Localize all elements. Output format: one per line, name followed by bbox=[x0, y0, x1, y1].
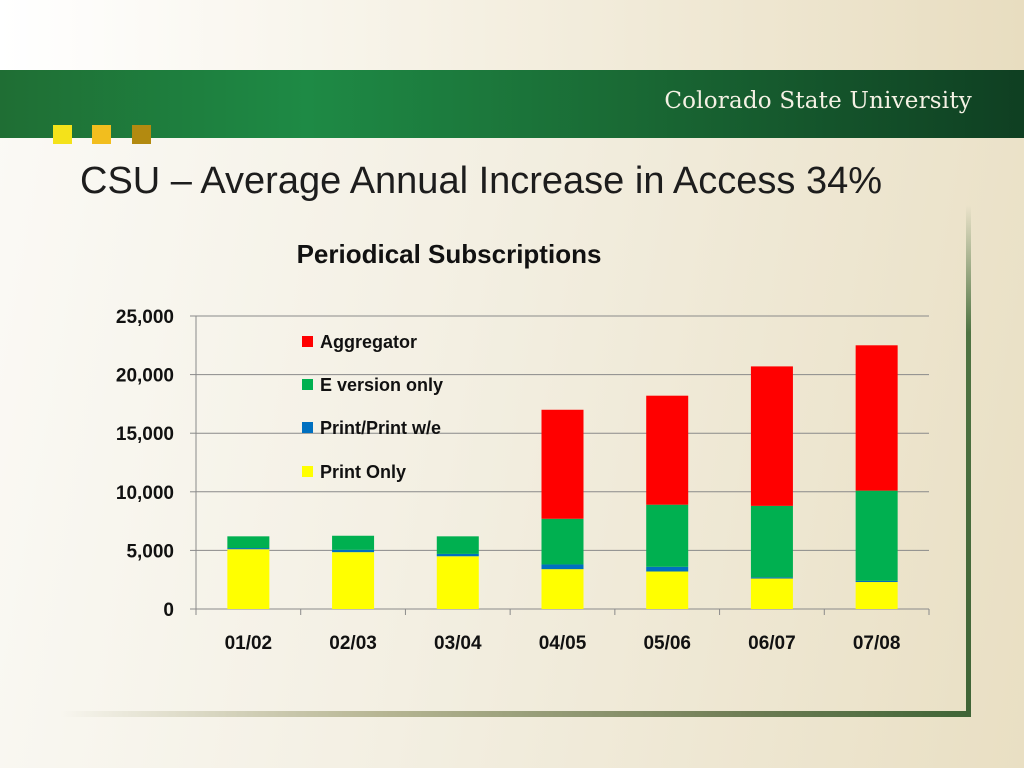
frame-bottom-line bbox=[60, 711, 971, 717]
bar-segment-e-version-only bbox=[227, 536, 270, 549]
university-logo: Colorado State University bbox=[664, 88, 972, 114]
bar-segment-print-only bbox=[855, 582, 898, 609]
x-tick-label: 07/08 bbox=[853, 633, 901, 654]
x-tick-label: 01/02 bbox=[225, 633, 273, 654]
bar-segment-e-version-only bbox=[541, 518, 584, 565]
bar-segment-print-only bbox=[541, 569, 584, 609]
y-tick-label: 25,000 bbox=[116, 307, 174, 328]
decor-square-1 bbox=[53, 125, 72, 144]
bar-segment-print-print-w-e bbox=[436, 553, 479, 557]
bar-segment-print-print-w-e bbox=[227, 548, 270, 550]
bar-segment-e-version-only bbox=[855, 490, 898, 581]
legend-swatch-print-print-w-e bbox=[302, 422, 313, 433]
y-tick-label: 0 bbox=[163, 600, 174, 621]
bar-segment-print-only bbox=[750, 578, 793, 609]
legend-swatch-aggregator bbox=[302, 336, 313, 347]
bar-segment-e-version-only bbox=[436, 536, 479, 554]
bar-segment-aggregator bbox=[646, 395, 689, 505]
chart-title: Periodical Subscriptions bbox=[297, 239, 602, 269]
legend-swatch-print-only bbox=[302, 466, 313, 477]
top-band bbox=[0, 0, 1024, 70]
x-tick-label: 02/03 bbox=[329, 633, 377, 654]
bar-segment-aggregator bbox=[750, 366, 793, 506]
bar-segment-e-version-only bbox=[750, 505, 793, 578]
bar-segment-aggregator bbox=[855, 345, 898, 491]
bar-segment-print-only bbox=[332, 552, 375, 609]
bar-segment-e-version-only bbox=[332, 535, 375, 550]
y-tick-label: 5,000 bbox=[126, 541, 174, 562]
decor-square-3 bbox=[132, 125, 151, 144]
x-tick-label: 05/06 bbox=[643, 633, 691, 654]
bar-segment-print-only bbox=[436, 556, 479, 609]
bar-segment-e-version-only bbox=[646, 504, 689, 567]
bar-segment-print-only bbox=[227, 549, 270, 609]
bar-segment-print-print-w-e bbox=[750, 577, 793, 579]
x-tick-label: 03/04 bbox=[434, 633, 482, 654]
bar-segment-print-print-w-e bbox=[646, 566, 689, 572]
x-tick-label: 04/05 bbox=[539, 633, 587, 654]
legend-label-e-version-only: E version only bbox=[320, 375, 443, 395]
frame-right-line bbox=[966, 205, 971, 717]
bar-segment-print-print-w-e bbox=[332, 549, 375, 553]
legend-label-print-only: Print Only bbox=[320, 462, 406, 482]
bar-segment-aggregator bbox=[541, 409, 584, 519]
header-bar bbox=[0, 70, 1024, 138]
legend-label-print-print-w-e: Print/Print w/e bbox=[320, 418, 441, 438]
bar-segment-print-only bbox=[646, 571, 689, 609]
legend-label-aggregator: Aggregator bbox=[320, 332, 417, 352]
bar-segment-print-print-w-e bbox=[541, 564, 584, 570]
legend-swatch-e-version-only bbox=[302, 379, 313, 390]
x-tick-label: 06/07 bbox=[748, 633, 796, 654]
slide-title: CSU – Average Annual Increase in Access … bbox=[80, 160, 883, 202]
y-tick-label: 10,000 bbox=[116, 483, 174, 504]
y-tick-label: 15,000 bbox=[116, 424, 174, 445]
y-tick-label: 20,000 bbox=[116, 366, 174, 387]
decor-square-2 bbox=[92, 125, 111, 144]
bar-segment-print-print-w-e bbox=[855, 580, 898, 583]
